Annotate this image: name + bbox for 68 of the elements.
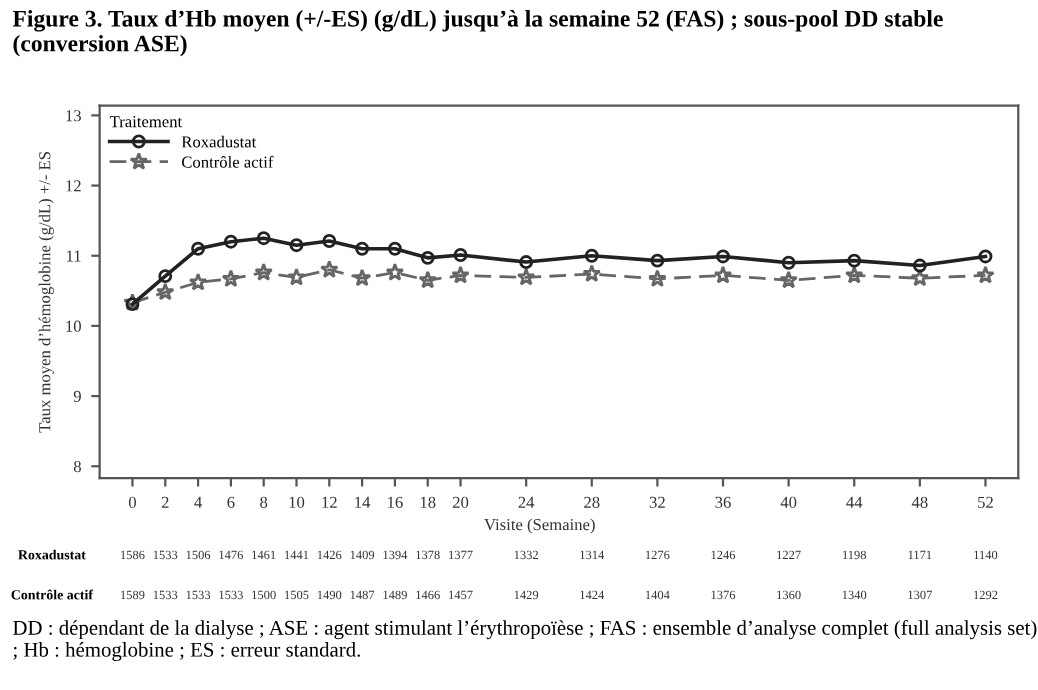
point: [584, 248, 599, 263]
point: [188, 272, 208, 291]
point: [289, 238, 304, 253]
x-tick-label: 40: [780, 496, 797, 508]
point: [385, 262, 405, 281]
point: [420, 250, 435, 265]
point: [910, 268, 930, 287]
point: [713, 265, 733, 284]
y-tick-label: 10: [66, 320, 81, 332]
x-tick-label: 6: [227, 496, 235, 508]
point: [256, 231, 271, 246]
point: [155, 282, 175, 301]
point: [912, 258, 927, 273]
y-tick-label: 9: [73, 390, 81, 403]
point: [716, 249, 730, 264]
point: [779, 270, 798, 289]
legend-label: Roxadustat: [181, 135, 257, 148]
legend-title: Traitement: [109, 116, 183, 128]
point: [976, 265, 995, 284]
point: [221, 269, 241, 288]
point: [418, 270, 438, 289]
point: [453, 248, 468, 262]
point: [158, 269, 173, 284]
y-tick-label: 13: [66, 110, 81, 122]
x-tick-label: 0: [128, 496, 136, 508]
legend-label: Contrôle actif: [182, 155, 274, 168]
x-axis-title: Visite (Semaine): [484, 518, 595, 534]
point: [254, 262, 273, 281]
x-tick-label: 2: [161, 496, 169, 508]
point: [191, 241, 206, 256]
x-tick-label: 4: [194, 496, 202, 508]
point: [322, 234, 337, 248]
point: [648, 269, 667, 288]
point: [387, 241, 402, 256]
y-tick-label: 11: [67, 250, 81, 262]
x-tick-label: 12: [322, 496, 337, 508]
point: [844, 265, 864, 284]
point: [355, 241, 370, 256]
point: [319, 260, 339, 278]
point: [516, 267, 536, 286]
x-tick-label: 14: [355, 496, 371, 508]
point: [650, 253, 665, 268]
point: [451, 265, 470, 284]
point: [847, 253, 862, 268]
point: [287, 267, 306, 286]
x-tick-label: 48: [911, 496, 928, 508]
point: [519, 255, 534, 269]
point: [978, 249, 993, 264]
x-tick-label: 32: [649, 496, 665, 508]
x-tick-label: 16: [388, 496, 403, 508]
x-tick-label: 18: [420, 496, 436, 508]
point: [352, 268, 372, 287]
chart-title: Figure 3. Taux d’Hb moyen (+/-ES) (g/dL) jusqu’à la semaine 52 (FAS) ; sous-pool DD stable (conversion ASE): [12, 10, 943, 57]
x-tick-label: 20: [452, 496, 469, 508]
x-tick-label: 36: [715, 496, 731, 508]
x-tick-label: 24: [518, 496, 535, 508]
y-tick-label: 12: [66, 180, 81, 192]
x-tick-label: 44: [846, 496, 863, 508]
x-tick-label: 52: [978, 496, 993, 508]
y-tick-label: 8: [73, 460, 81, 473]
point: [781, 255, 796, 270]
point: [582, 264, 602, 283]
x-tick-label: 28: [584, 496, 600, 508]
x-tick-label: 8: [260, 496, 268, 508]
y-axis-title: Taux moyen d’hémoglobine (g/dL) +/- ES: [38, 152, 54, 433]
x-tick-label: 10: [289, 496, 305, 508]
point: [223, 234, 238, 249]
text: DD : dépendant de la dialyse ; ASE : agent stimulant l’érythropoïèse ; FAS : ensemble d’analyse complet (full analysis set) ; Hb : hémoglobine ; ES : erreur standard.: [13, 620, 1037, 662]
